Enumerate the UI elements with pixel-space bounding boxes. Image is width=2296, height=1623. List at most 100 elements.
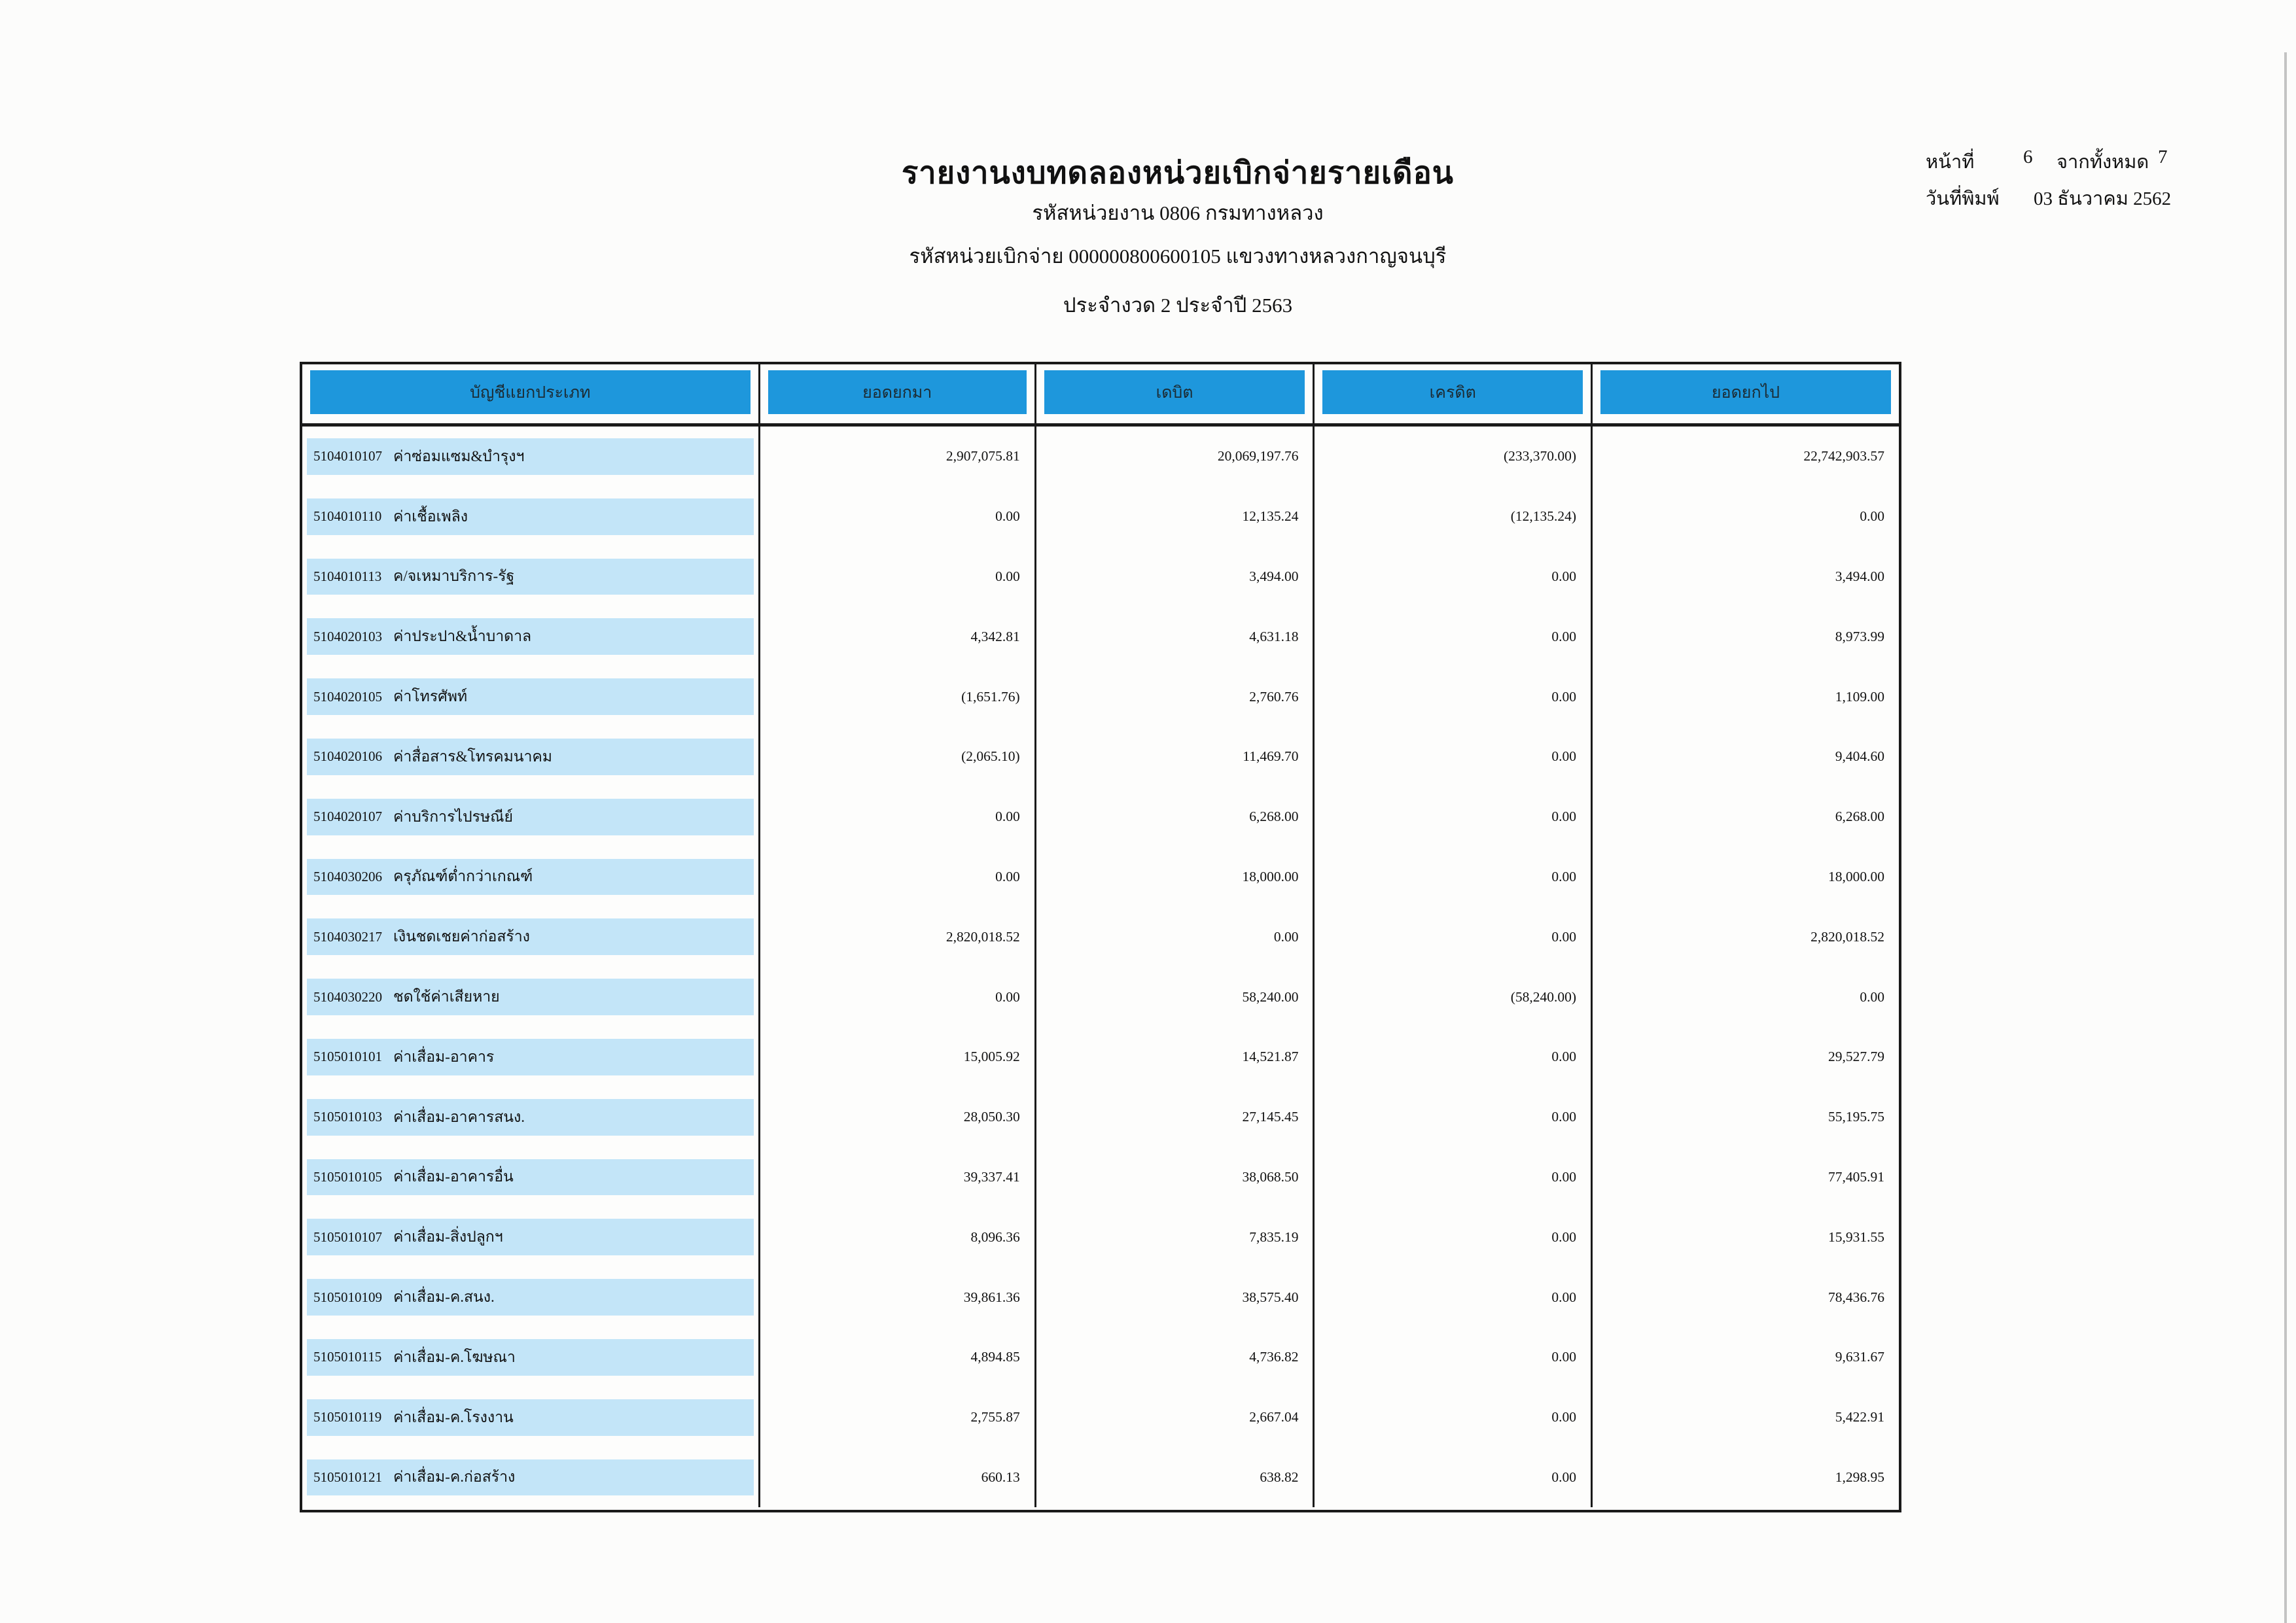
account-highlight-bar: 5104030217 เงินชดเชยค่าก่อสร้าง — [307, 918, 754, 956]
balance-brought-forward-value: 0.00 — [758, 486, 1034, 547]
debit-value: 38,575.40 — [1034, 1267, 1313, 1327]
account-cell: 5104030206 ครุภัณฑ์ต่ำกว่าเกณฑ์ — [302, 847, 758, 907]
credit-value: (233,370.00) — [1313, 427, 1591, 487]
account-code: 5104020103 — [313, 628, 382, 644]
credit-value: 0.00 — [1313, 1267, 1591, 1327]
table-row: 5105010121 ค่าเสื่อม-ค.ก่อสร้าง 660.13 6… — [302, 1447, 1899, 1508]
table-body: 5104010107 ค่าซ่อมแซม&บำรุงฯ 2,907,075.8… — [302, 427, 1899, 1508]
account-highlight-bar: 5105010109 ค่าเสื่อม-ค.สนง. — [307, 1279, 754, 1316]
account-highlight-bar: 5104010110 ค่าเชื้อเพลิง — [307, 498, 754, 535]
balance-brought-forward-value: (1,651.76) — [758, 667, 1034, 727]
debit-value: 2,760.76 — [1034, 667, 1313, 727]
balance-brought-forward-value: 4,894.85 — [758, 1327, 1034, 1387]
debit-value: 7,835.19 — [1034, 1207, 1313, 1268]
account-highlight-bar: 5105010107 ค่าเสื่อม-สิ่งปลูกฯ — [307, 1219, 754, 1256]
credit-value: 0.00 — [1313, 1026, 1591, 1087]
balance-brought-forward-value: 2,820,018.52 — [758, 907, 1034, 968]
table-row: 5105010119 ค่าเสื่อม-ค.โรงงาน 2,755.87 2… — [302, 1387, 1899, 1448]
account-cell: 5105010107 ค่าเสื่อม-สิ่งปลูกฯ — [302, 1207, 758, 1267]
account-code: 5105010121 — [313, 1469, 382, 1485]
account-highlight-bar: 5104010113 ค/จเหมาบริการ-รัฐ — [307, 558, 754, 595]
header-cell-balance-brought-forward: ยอดยกมา — [758, 364, 1034, 423]
debit-value: 0.00 — [1034, 907, 1313, 968]
debit-value: 18,000.00 — [1034, 846, 1313, 907]
print-date-value: 03 ธันวาคม 2562 — [2034, 188, 2172, 209]
credit-value: 0.00 — [1313, 1327, 1591, 1387]
account-cell: 5105010115 ค่าเสื่อม-ค.โฆษณา — [302, 1327, 758, 1387]
account-highlight-bar: 5105010119 ค่าเสื่อม-ค.โรงงาน — [307, 1399, 754, 1436]
debit-value: 20,069,197.76 — [1034, 427, 1313, 487]
table-header-row: บัญชีแยกประเภท ยอดยกมา เดบิต เครดิต ยอดย… — [302, 364, 1899, 427]
table-row: 5104030217 เงินชดเชยค่าก่อสร้าง 2,820,01… — [302, 907, 1899, 968]
debit-value: 14,521.87 — [1034, 1026, 1313, 1087]
table-row: 5104020106 ค่าสื่อสาร&โทรคมนาคม (2,065.1… — [302, 726, 1899, 787]
carry-forward-value: 9,631.67 — [1591, 1327, 1899, 1387]
account-name: ค/จเหมาบริการ-รัฐ — [393, 568, 515, 585]
account-cell: 5105010121 ค่าเสื่อม-ค.ก่อสร้าง — [302, 1448, 758, 1508]
account-name: ค่าเสื่อม-ค.ก่อสร้าง — [393, 1469, 516, 1486]
account-name: ค่าเสื่อม-อาคาร — [393, 1048, 495, 1065]
balance-brought-forward-value: 0.00 — [758, 546, 1034, 607]
account-name: ค่าเชื้อเพลิง — [393, 508, 468, 525]
credit-value: 0.00 — [1313, 1147, 1591, 1208]
header-cell-carry-forward: ยอดยกไป — [1591, 364, 1899, 423]
carry-forward-value: 18,000.00 — [1591, 846, 1899, 907]
table-row: 5105010115 ค่าเสื่อม-ค.โฆษณา 4,894.85 4,… — [302, 1327, 1899, 1387]
credit-value: (12,135.24) — [1313, 486, 1591, 547]
header-label-balance-brought-forward: ยอดยกมา — [768, 370, 1027, 414]
account-highlight-bar: 5105010121 ค่าเสื่อม-ค.ก่อสร้าง — [307, 1459, 754, 1496]
carry-forward-value: 29,527.79 — [1591, 1026, 1899, 1087]
debit-value: 638.82 — [1034, 1447, 1313, 1508]
carry-forward-value: 77,405.91 — [1591, 1147, 1899, 1208]
account-name: ชดใช้ค่าเสียหาย — [393, 988, 500, 1005]
account-name: ค่าประปา&น้ำบาดาล — [393, 628, 532, 645]
account-cell: 5104020107 ค่าบริการไปรษณีย์ — [302, 787, 758, 847]
table-row: 5105010103 ค่าเสื่อม-อาคารสนง. 28,050.30… — [302, 1087, 1899, 1147]
account-highlight-bar: 5104020103 ค่าประปา&น้ำบาดาล — [307, 618, 754, 655]
header-label-debit: เดบิต — [1044, 370, 1305, 414]
debit-value: 3,494.00 — [1034, 546, 1313, 607]
account-cell: 5105010101 ค่าเสื่อม-อาคาร — [302, 1027, 758, 1087]
balance-brought-forward-value: 15,005.92 — [758, 1026, 1034, 1087]
credit-value: 0.00 — [1313, 606, 1591, 667]
account-code: 5105010115 — [313, 1349, 382, 1365]
balance-brought-forward-value: 39,861.36 — [758, 1267, 1034, 1327]
table-row: 5105010109 ค่าเสื่อม-ค.สนง. 39,861.36 38… — [302, 1267, 1899, 1327]
debit-value: 4,736.82 — [1034, 1327, 1313, 1387]
account-name: ค่าโทรศัพท์ — [393, 688, 468, 705]
account-cell: 5105010105 ค่าเสื่อม-อาคารอื่น — [302, 1147, 758, 1208]
table-row: 5104010107 ค่าซ่อมแซม&บำรุงฯ 2,907,075.8… — [302, 427, 1899, 487]
balance-brought-forward-value: 8,096.36 — [758, 1207, 1034, 1268]
carry-forward-value: 0.00 — [1591, 486, 1899, 547]
balance-brought-forward-value: 2,907,075.81 — [758, 427, 1034, 487]
credit-value: 0.00 — [1313, 846, 1591, 907]
account-name: ค่าเสื่อม-อาคารอื่น — [393, 1168, 514, 1185]
carry-forward-value: 2,820,018.52 — [1591, 907, 1899, 968]
page-total-number: 7 — [2158, 147, 2168, 167]
balance-brought-forward-value: 0.00 — [758, 967, 1034, 1027]
account-cell: 5105010109 ค่าเสื่อม-ค.สนง. — [302, 1267, 758, 1327]
account-cell: 5104010107 ค่าซ่อมแซม&บำรุงฯ — [302, 427, 758, 487]
carry-forward-value: 5,422.91 — [1591, 1387, 1899, 1448]
account-highlight-bar: 5105010105 ค่าเสื่อม-อาคารอื่น — [307, 1159, 754, 1196]
table-row: 5105010105 ค่าเสื่อม-อาคารอื่น 39,337.41… — [302, 1147, 1899, 1208]
credit-value: (58,240.00) — [1313, 967, 1591, 1027]
balance-brought-forward-value: 39,337.41 — [758, 1147, 1034, 1208]
account-highlight-bar: 5104020105 ค่าโทรศัพท์ — [307, 678, 754, 715]
agency-code-line: รหัสหน่วยงาน 0806 กรมทางหลวง — [1032, 201, 1324, 224]
carry-forward-value: 22,742,903.57 — [1591, 427, 1899, 487]
credit-value: 0.00 — [1313, 726, 1591, 787]
carry-forward-value: 78,436.76 — [1591, 1267, 1899, 1327]
table-row: 5105010107 ค่าเสื่อม-สิ่งปลูกฯ 8,096.36 … — [302, 1207, 1899, 1268]
page-label: หน้าที่ — [1926, 152, 1975, 173]
header-label-credit: เครดิต — [1322, 370, 1583, 414]
credit-value: 0.00 — [1313, 1207, 1591, 1268]
account-highlight-bar: 5104030220 ชดใช้ค่าเสียหาย — [307, 979, 754, 1015]
carry-forward-value: 9,404.60 — [1591, 726, 1899, 787]
account-code: 5104030206 — [313, 868, 382, 884]
table-row: 5104010113 ค/จเหมาบริการ-รัฐ 0.00 3,494.… — [302, 546, 1899, 607]
debit-value: 38,068.50 — [1034, 1147, 1313, 1208]
report-title: รายงานงบทดลองหน่วยเบิกจ่ายรายเดือน — [902, 156, 1454, 190]
account-name: ค่าเสื่อม-สิ่งปลูกฯ — [393, 1229, 503, 1246]
account-cell: 5104030217 เงินชดเชยค่าก่อสร้าง — [302, 907, 758, 967]
